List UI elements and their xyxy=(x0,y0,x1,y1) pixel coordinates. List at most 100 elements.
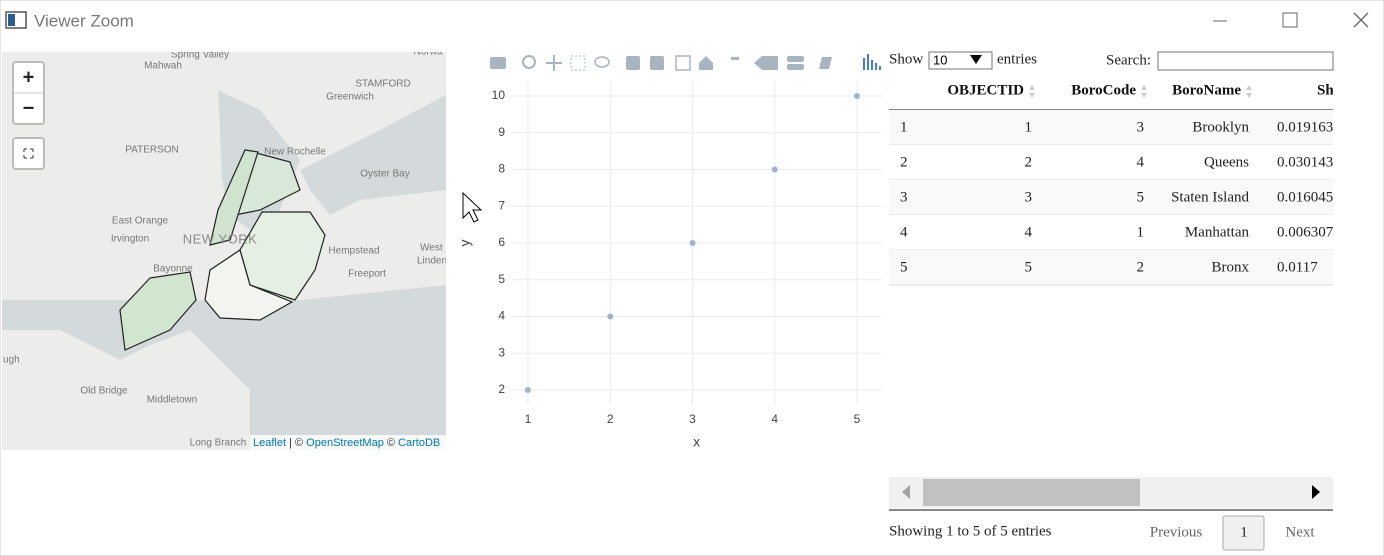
table-cell: 0.016045 xyxy=(1277,189,1333,205)
y-tick-label: 5 xyxy=(498,272,505,286)
next-button[interactable]: Next xyxy=(1285,524,1315,540)
map-label: West L xyxy=(420,243,451,254)
column-header[interactable]: Sh xyxy=(1317,82,1334,98)
map-label: Spring Valley xyxy=(171,50,229,61)
plotly-logo[interactable] xyxy=(863,54,881,70)
y-tick-label: 3 xyxy=(498,345,505,359)
attribution-link[interactable]: CartoDB xyxy=(398,437,440,449)
modebar-button[interactable] xyxy=(699,56,713,70)
map-label: Norwa xyxy=(414,47,443,58)
modebar-button[interactable] xyxy=(754,56,778,70)
modebar xyxy=(490,54,881,71)
scroll-right[interactable] xyxy=(1312,485,1320,499)
modebar-button[interactable] xyxy=(490,57,506,69)
table-cell: 0.0063074 xyxy=(1277,224,1341,240)
map-label: NEW YORK xyxy=(183,231,258,246)
modebar-button[interactable] xyxy=(787,56,804,62)
modebar-button[interactable] xyxy=(546,55,562,71)
table-info: Showing 1 to 5 of 5 entries xyxy=(889,523,1052,539)
modebar-button[interactable] xyxy=(675,55,691,71)
point xyxy=(524,387,531,393)
modebar-button[interactable] xyxy=(570,55,586,71)
table-cell: Queens xyxy=(1204,154,1249,170)
table-row xyxy=(889,110,1333,145)
modebar-button[interactable] xyxy=(522,55,536,69)
zoom-in[interactable]: + xyxy=(23,66,35,88)
zoom-out[interactable]: − xyxy=(23,97,35,119)
table-cell: 5 xyxy=(900,259,908,275)
table-cell: Staten Island xyxy=(1171,189,1249,205)
zoom-control: + − xyxy=(12,61,45,170)
column-header[interactable]: OBJECTID xyxy=(947,82,1024,98)
modebar-button[interactable] xyxy=(650,56,664,70)
map-label: Long Branch xyxy=(190,438,247,449)
previous-button[interactable]: Previous xyxy=(1150,524,1203,540)
attribution-link[interactable]: Leaflet xyxy=(253,437,286,449)
y-tick-label: 2 xyxy=(498,382,505,396)
page-button[interactable] xyxy=(1222,515,1265,551)
y-tick-label: 9 xyxy=(498,125,505,139)
table-cell: 5 xyxy=(1137,189,1145,205)
sort-icon xyxy=(1029,85,1035,98)
table-cell: 5 xyxy=(1025,259,1033,275)
app-icon xyxy=(5,11,27,29)
map-attribution: Leaflet | © OpenStreetMap © CartoDB xyxy=(253,437,440,449)
x-tick-label: 3 xyxy=(689,412,696,426)
modebar-button[interactable] xyxy=(819,57,832,69)
map-label: Greenwich xyxy=(326,92,374,103)
table-cell: 3 xyxy=(900,189,908,205)
mouse-cursor xyxy=(462,191,483,223)
map-label: PATERSON xyxy=(125,145,179,156)
close-button[interactable] xyxy=(1353,12,1369,28)
table-row xyxy=(889,215,1333,250)
column-header[interactable]: BoroName xyxy=(1172,82,1241,98)
modebar-button[interactable] xyxy=(731,57,739,60)
map-label: STAMFORD xyxy=(355,79,410,90)
column-header[interactable]: BoroCode xyxy=(1071,82,1136,98)
table-cell: 0.030143 xyxy=(1277,154,1333,170)
x-axis-label: x xyxy=(693,434,700,450)
modebar-button[interactable] xyxy=(594,56,610,68)
table-cell: 2 xyxy=(1137,259,1145,275)
map-label: Mahwah xyxy=(144,61,182,72)
window-title: Viewer Zoom xyxy=(34,11,134,30)
table-cell: 4 xyxy=(1137,154,1145,170)
search-label: Search: xyxy=(1106,52,1151,68)
sort-icon xyxy=(1246,85,1252,98)
map-label: Freeport xyxy=(348,269,386,280)
y-tick-label: 8 xyxy=(498,162,505,176)
map-label: Old Bridge xyxy=(80,386,128,397)
attribution-bg xyxy=(250,435,446,450)
point xyxy=(771,166,778,173)
attribution-text: | © xyxy=(286,437,306,449)
map-label: Hempstead xyxy=(328,246,379,257)
scrollbar-thumb[interactable] xyxy=(923,479,1140,506)
y-tick-label: 10 xyxy=(492,88,506,102)
table-cell: 1 xyxy=(1137,224,1145,240)
modebar-button[interactable] xyxy=(787,64,804,70)
search-input[interactable] xyxy=(1157,51,1334,71)
map-label: ugh xyxy=(3,355,20,366)
table-cell: 3 xyxy=(1025,189,1033,205)
table-row xyxy=(889,145,1333,180)
attribution-link[interactable]: OpenStreetMap xyxy=(306,437,384,449)
entries-label: entries xyxy=(997,51,1037,67)
page-number[interactable]: 1 xyxy=(1240,524,1248,540)
table-row xyxy=(889,180,1333,215)
maximize-button[interactable] xyxy=(1282,12,1298,28)
modebar-button[interactable] xyxy=(626,56,640,70)
map-label: Middletown xyxy=(147,395,198,406)
table-cell: 4 xyxy=(1025,224,1033,240)
manhattan xyxy=(209,149,259,246)
table-cell: 1 xyxy=(1025,119,1033,135)
table-cell: 1 xyxy=(900,119,908,135)
table-cell: 2 xyxy=(1025,154,1033,170)
scroll-left[interactable] xyxy=(902,485,910,499)
page-length-value[interactable]: 10 xyxy=(933,52,947,67)
table-row xyxy=(889,250,1333,285)
brooklyn xyxy=(204,249,294,321)
fullscreen-button[interactable] xyxy=(12,137,45,170)
